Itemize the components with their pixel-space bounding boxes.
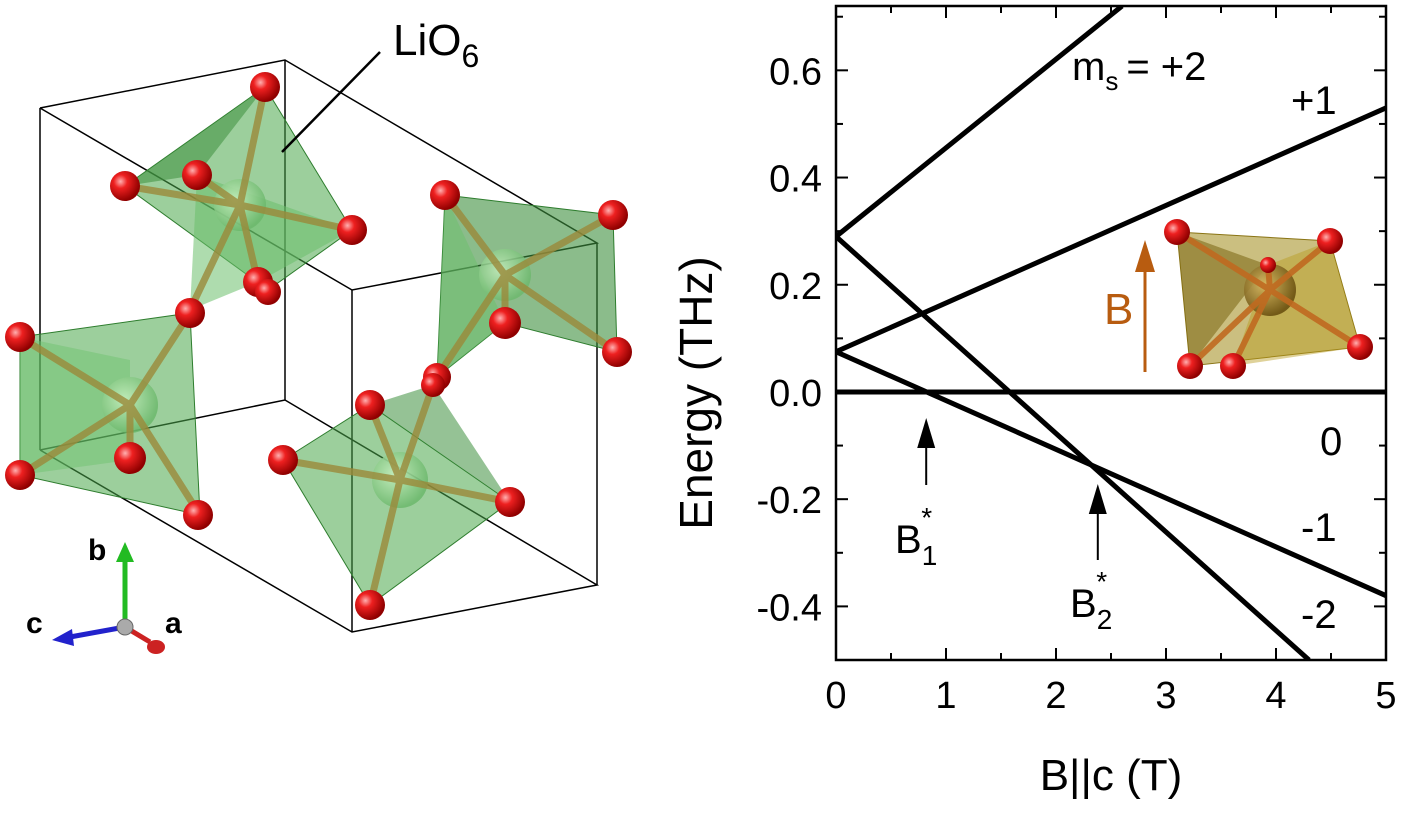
lio6-octahedron <box>268 373 525 620</box>
polyhedron-label: LiO6 <box>393 16 479 74</box>
lio6-octahedron <box>5 298 213 530</box>
level-label-plus1: +1 <box>1291 79 1337 123</box>
axis-c-label: c <box>26 607 43 640</box>
annotation-arrow-head <box>917 418 936 448</box>
field-label: B <box>1104 285 1133 334</box>
lio6-octahedron <box>110 72 367 312</box>
y-tick-label: 0.2 <box>769 266 822 308</box>
y-axis-label: Energy (THz) <box>670 256 722 529</box>
x-tick-label: 0 <box>825 675 846 717</box>
y-tick-label: 0.4 <box>769 159 822 201</box>
x-axis-label: B||c (T) <box>1040 751 1183 800</box>
field-arrow-head <box>1135 240 1155 272</box>
chart-series-group <box>836 6 1386 660</box>
energy-chart: 0 1 2 3 4 5-0.4-0.20.00.20.40.6 Energy (THz) … <box>670 4 1397 800</box>
x-tick-label: 4 <box>1265 675 1286 717</box>
y-tick-label: 0.6 <box>769 51 822 93</box>
oxygen-atom <box>268 373 525 620</box>
level-label-zero: 0 <box>1320 420 1342 464</box>
x-tick-label: 5 <box>1375 675 1396 717</box>
chart-ticks-group: 0 1 2 3 4 5 -0.4 -0.2 0.0 0.2 0.4 0.6 <box>757 6 1397 717</box>
series-line-0 <box>836 6 1124 239</box>
series-line-4 <box>836 234 1311 660</box>
annotation-arrow-head <box>1088 484 1107 514</box>
axis-a-label: a <box>165 607 182 640</box>
y-tick-label: -0.4 <box>757 587 822 629</box>
y-tick-label: -0.2 <box>757 480 822 522</box>
crystal-axes: b c a <box>26 534 182 654</box>
annotation-b1: B1* <box>895 502 937 571</box>
series-line-3 <box>836 349 1386 598</box>
crystal-structure: LiO6 b c a <box>5 16 632 654</box>
oxygen-atom <box>110 72 367 305</box>
annotation-b2: B2* <box>1070 566 1112 635</box>
axis-b-label: b <box>88 534 106 567</box>
level-label-minus2: -2 <box>1301 593 1337 637</box>
x-tick-label: 1 <box>935 675 956 717</box>
y-tick-label: 0.0 <box>769 373 822 415</box>
level-label-minus1: -1 <box>1301 506 1337 550</box>
x-tick-label: 3 <box>1155 675 1176 717</box>
oxygen-atom <box>423 180 632 391</box>
label-pointer <box>281 51 381 153</box>
lio6-octahedron <box>423 180 632 391</box>
series-line-1 <box>836 105 1386 355</box>
inset-octahedron: B <box>1104 219 1373 379</box>
x-tick-label: 2 <box>1045 675 1066 717</box>
oxygen-atom <box>1164 219 1373 379</box>
oxygen-atom <box>5 298 213 530</box>
level-label-plus2: ms = +2 <box>1072 45 1206 96</box>
crossing-annotations <box>917 418 1107 560</box>
